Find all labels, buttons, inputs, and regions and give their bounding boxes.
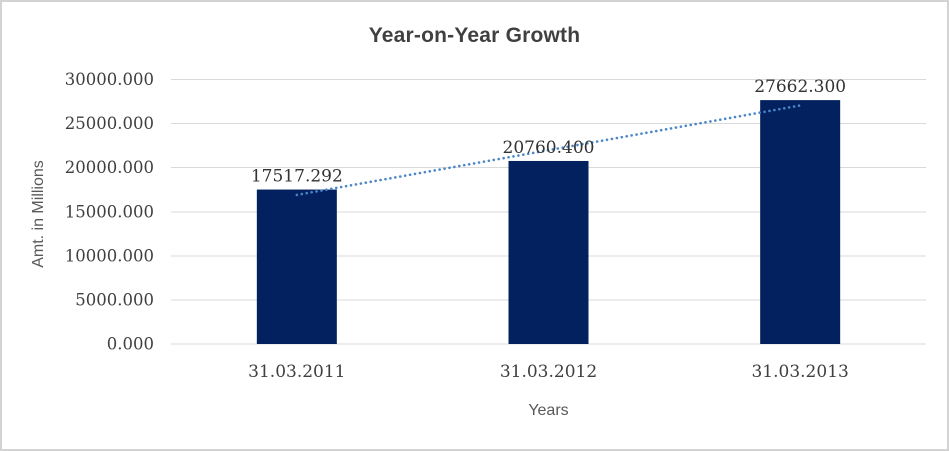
x-tick-label: 31.03.2011 [248, 362, 345, 382]
bar [256, 189, 337, 344]
y-tick-label: 5000.000 [75, 290, 154, 309]
y-tick-label: 25000.000 [65, 114, 154, 133]
x-axis-tick-labels: 31.03.2011 31.03.2012 31.03.2013 [248, 362, 849, 382]
y-tick-label: 15000.000 [65, 202, 154, 221]
chart-title: Year-on-Year Growth [368, 24, 581, 47]
bar [760, 100, 841, 345]
data-label: 20760.400 [503, 138, 595, 158]
x-axis-title: Years [528, 402, 569, 419]
x-tick-label: 31.03.2013 [751, 362, 848, 382]
data-labels: 17517.292 20760.400 27662.300 [251, 77, 846, 186]
bar [508, 160, 589, 344]
data-label: 27662.300 [754, 77, 846, 97]
data-label: 17517.292 [251, 167, 343, 187]
trendline-dotted [295, 104, 802, 197]
y-tick-label: 30000.000 [65, 70, 154, 89]
y-axis-tick-labels: 0.000 5000.000 10000.000 15000.000 20000.000… [65, 70, 154, 354]
bar-series [256, 100, 841, 345]
trendline [295, 104, 802, 197]
y-tick-label: 10000.000 [65, 246, 154, 265]
y-tick-label: 0.000 [107, 335, 154, 354]
y-tick-label: 20000.000 [65, 158, 154, 177]
y-axis-title: Amt. in Millions [30, 160, 47, 268]
x-tick-label: 31.03.2012 [500, 362, 597, 382]
